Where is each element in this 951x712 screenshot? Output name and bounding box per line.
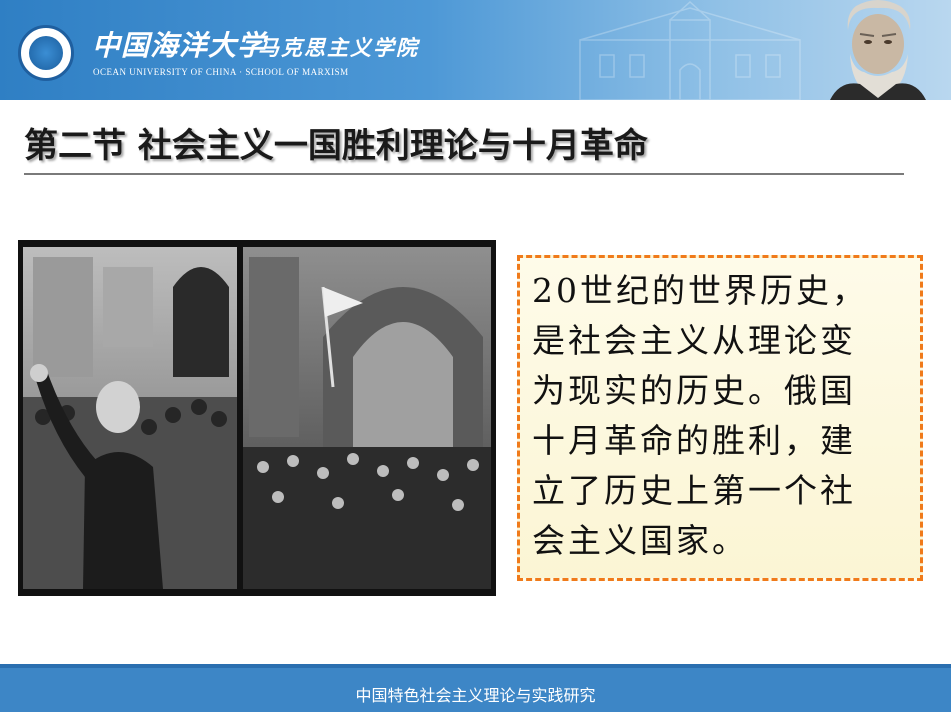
quote-text: 20世纪的世界历史， 是社会主义从理论变 为现实的历史。俄国 十月革命的胜利，建… [532, 266, 918, 566]
campus-building-illustration [579, 0, 801, 100]
page-title: 第二节 社会主义一国胜利理论与十月革命 [24, 126, 648, 166]
quote-line: 会主义国家。 [532, 521, 748, 560]
footer-accent-line [0, 664, 951, 668]
quote-line: 是社会主义从理论变 [532, 321, 856, 360]
quote-line: 20世纪的世界历史， [532, 271, 868, 310]
university-name-en: OCEAN UNIVERSITY OF CHINA · SCHOOL OF MA… [93, 67, 349, 77]
university-seal-logo [18, 25, 74, 81]
footer-course-title: 中国特色社会主义理论与实践研究 [355, 686, 596, 705]
quote-line: 为现实的历史。俄国 [532, 371, 856, 410]
marx-portrait [830, 0, 926, 100]
quote-line: 十月革命的胜利，建 [532, 421, 856, 460]
footer-bar [0, 664, 951, 712]
school-name-cn: 马克思主义学院 [258, 35, 419, 60]
photo-collage [23, 247, 491, 589]
revolution-photo [18, 240, 496, 596]
quote-box: 20世纪的世界历史， 是社会主义从理论变 为现实的历史。俄国 十月革命的胜利，建… [517, 255, 923, 581]
quote-line: 立了历史上第一个社 [532, 471, 856, 510]
university-name-cn: 中国海洋大学 [92, 29, 267, 62]
title-divider [24, 173, 904, 175]
header-banner: 中国海洋大学 马克思主义学院 OCEAN UNIVERSITY OF CHINA… [0, 0, 951, 100]
